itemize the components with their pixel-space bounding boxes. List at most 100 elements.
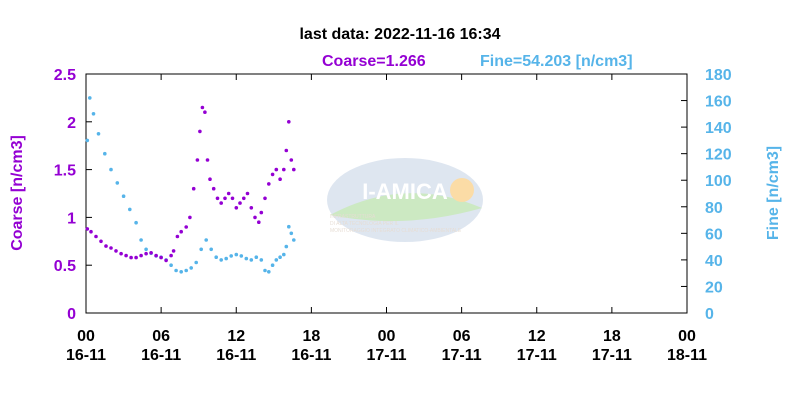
- data-point-coarse: [270, 172, 275, 177]
- x-tick-hour: 18: [603, 328, 621, 345]
- data-point-coarse: [274, 167, 279, 172]
- x-axis: 0016-110616-111216-111816-110017-110617-…: [66, 74, 707, 364]
- data-point-coarse: [259, 210, 264, 215]
- y-right-tick-label: 120: [705, 147, 732, 164]
- data-point-coarse: [208, 177, 212, 181]
- y-right-tick-label: 100: [705, 173, 732, 190]
- data-point-coarse: [104, 244, 108, 248]
- x-tick-hour: 12: [528, 328, 546, 345]
- x-tick-hour: 00: [678, 328, 696, 345]
- data-point-coarse: [226, 191, 231, 196]
- data-point-fine: [139, 238, 143, 242]
- data-point-fine: [169, 263, 173, 268]
- x-tick-date: 17-11: [366, 347, 406, 364]
- data-point-coarse: [253, 215, 257, 220]
- data-point-fine: [219, 258, 223, 262]
- data-point-coarse: [171, 249, 176, 253]
- data-point-fine: [144, 247, 148, 252]
- x-tick-date: 17-11: [517, 347, 557, 364]
- watermark-subtitle-2: DI ALTA TECNOLOGIA PER IL: [330, 221, 399, 227]
- data-point-coarse: [188, 215, 192, 220]
- x-tick-hour: 12: [227, 328, 245, 345]
- x-tick-date: 16-11: [66, 347, 106, 364]
- data-point-coarse: [149, 251, 153, 255]
- data-point-coarse: [114, 249, 118, 253]
- y-left-tick-label: 2.5: [54, 67, 76, 84]
- data-point-fine: [254, 255, 259, 259]
- data-point-fine: [179, 270, 183, 274]
- x-tick-hour: 06: [453, 328, 471, 345]
- data-point-fine: [103, 151, 107, 156]
- data-point-fine: [204, 238, 208, 242]
- data-point-fine: [270, 263, 275, 268]
- data-point-coarse: [164, 258, 168, 263]
- x-tick-date: 17-11: [442, 347, 482, 364]
- watermark-subtitle-3: MONITORAGGIO INTEGRATO CLIMATICO-AMBIENT…: [330, 228, 462, 234]
- data-point-fine: [259, 258, 264, 262]
- series-fine: [85, 96, 296, 274]
- data-point-coarse: [234, 206, 239, 210]
- data-point-fine: [134, 220, 138, 225]
- data-point-fine: [244, 256, 249, 261]
- data-point-coarse: [191, 186, 196, 191]
- data-point-coarse: [89, 229, 93, 234]
- data-point-fine: [85, 138, 90, 143]
- data-point-fine: [109, 167, 113, 172]
- chart-title: last data: 2022-11-16 16:34: [299, 26, 500, 43]
- watermark-text: I-AMICA: [362, 179, 448, 204]
- data-point-fine: [194, 260, 198, 265]
- data-point-coarse: [129, 255, 133, 260]
- data-point-fine: [274, 258, 279, 262]
- data-point-fine: [209, 247, 213, 252]
- x-tick-date: 17-11: [592, 347, 632, 364]
- data-point-coarse: [99, 239, 103, 244]
- data-point-coarse: [139, 253, 143, 258]
- data-point-coarse: [249, 206, 254, 210]
- data-point-fine: [91, 112, 96, 116]
- data-point-coarse: [289, 158, 294, 162]
- x-tick-hour: 00: [378, 328, 396, 345]
- data-point-coarse: [287, 120, 291, 124]
- data-point-coarse: [292, 167, 296, 172]
- data-point-coarse: [179, 229, 183, 234]
- data-point-fine: [234, 252, 239, 257]
- data-point-fine: [229, 254, 233, 258]
- data-point-fine: [267, 270, 271, 274]
- data-point-coarse: [175, 234, 180, 239]
- y-right-tick-label: 160: [705, 94, 732, 111]
- x-tick-date: 18-11: [667, 347, 707, 364]
- fine-readout: Fine=54.203 [n/cm3]: [480, 53, 633, 70]
- data-point-fine: [292, 238, 296, 242]
- x-tick-hour: 18: [302, 328, 320, 345]
- x-tick-date: 16-11: [291, 347, 331, 364]
- data-point-coarse: [144, 251, 148, 256]
- data-point-fine: [278, 255, 282, 259]
- data-point-fine: [199, 247, 203, 252]
- y-left-tick-label: 0.5: [54, 258, 76, 275]
- data-point-coarse: [215, 196, 220, 201]
- y-right-tick-label: 140: [705, 120, 732, 137]
- data-point-coarse: [94, 234, 98, 239]
- y-right-tick-label: 180: [705, 67, 732, 84]
- data-point-fine: [128, 207, 132, 212]
- data-point-coarse: [119, 251, 123, 256]
- data-point-fine: [263, 268, 267, 273]
- data-point-coarse: [159, 255, 163, 260]
- data-point-fine: [174, 268, 178, 273]
- watermark-swoosh: [330, 193, 482, 222]
- data-point-coarse: [198, 129, 202, 134]
- data-point-coarse: [223, 196, 227, 201]
- data-point-fine: [88, 96, 92, 100]
- data-point-coarse: [242, 196, 246, 201]
- data-point-fine: [282, 252, 286, 257]
- data-point-fine: [249, 258, 254, 262]
- x-tick-date: 16-11: [141, 347, 181, 364]
- watermark-ellipse: [327, 158, 483, 242]
- y-right-tick-label: 0: [705, 306, 714, 323]
- data-point-coarse: [284, 148, 289, 153]
- data-point-coarse: [124, 253, 128, 258]
- data-point-coarse: [203, 110, 207, 114]
- y-left-tick-label: 1: [67, 210, 76, 227]
- y-axis-right-label: Fine [n/cm3]: [765, 146, 782, 240]
